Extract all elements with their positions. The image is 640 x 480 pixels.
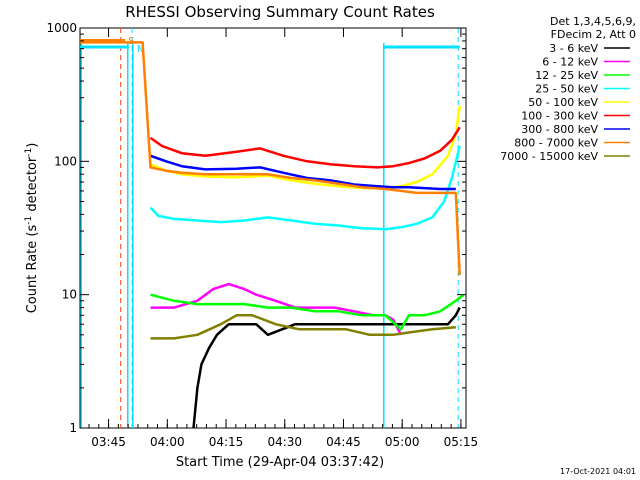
series-line-8 xyxy=(150,314,456,340)
legend: Det 1,3,4,5,6,9, FDecim 2, Att 0 3 - 6 k… xyxy=(500,15,636,163)
x-tick-label: 04:15 xyxy=(209,435,244,449)
plot-area: SN xyxy=(79,27,467,429)
x-tick-label: 04:45 xyxy=(326,435,361,449)
legend-label: 300 - 800 keV xyxy=(521,123,598,136)
timestamp: 17-Oct-2021 04:01 xyxy=(560,467,636,476)
plot-frame xyxy=(79,27,467,429)
x-axis-label: Start Time (29-Apr-04 03:37:42) xyxy=(176,455,384,470)
x-tick-label: 04:00 xyxy=(150,435,185,449)
y-tick-label: 1 xyxy=(69,421,77,435)
y-axis-label: Count Rate (s-1 detector-1) xyxy=(24,143,40,314)
x-tick-label: 04:30 xyxy=(267,435,302,449)
series-line-3 xyxy=(149,145,461,231)
x-axis: 03:45 04:00 04:15 04:30 04:45 05:00 05:15 xyxy=(88,28,479,449)
series-line-6 xyxy=(150,154,456,191)
series-line-4 xyxy=(150,105,461,190)
x-tick-label: 05:00 xyxy=(385,435,420,449)
legend-label: 7000 - 15000 keV xyxy=(500,150,598,163)
legend-label: 3 - 6 keV xyxy=(549,42,598,55)
legend-label: 25 - 50 keV xyxy=(535,83,598,96)
y-axis: 1 10 100 1000 xyxy=(46,21,466,435)
legend-label: 6 - 12 keV xyxy=(542,56,598,69)
series-line-1 xyxy=(150,282,403,336)
series-line-0 xyxy=(192,307,461,429)
series-group xyxy=(80,41,465,429)
legend-label: 100 - 300 keV xyxy=(521,110,598,123)
legend-label: 800 - 7000 keV xyxy=(514,137,598,150)
legend-header-1: Det 1,3,4,5,6,9, xyxy=(550,15,636,28)
legend-label: 12 - 25 keV xyxy=(535,69,598,82)
x-tick-label: 05:15 xyxy=(444,435,479,449)
series-line-5 xyxy=(149,126,461,169)
y-tick-label: 1000 xyxy=(46,21,77,35)
y-tick-label: 10 xyxy=(62,288,77,302)
y-tick-label: 100 xyxy=(54,154,77,168)
legend-header-2: FDecim 2, Att 0 xyxy=(551,28,636,41)
x-tick-label: 03:45 xyxy=(91,435,126,449)
legend-label: 50 - 100 keV xyxy=(528,96,598,109)
chart-title: RHESSI Observing Summary Count Rates xyxy=(125,3,435,21)
night-flag-label: N xyxy=(137,44,144,55)
series-line-2 xyxy=(150,293,465,331)
series-line-7 xyxy=(80,41,461,276)
